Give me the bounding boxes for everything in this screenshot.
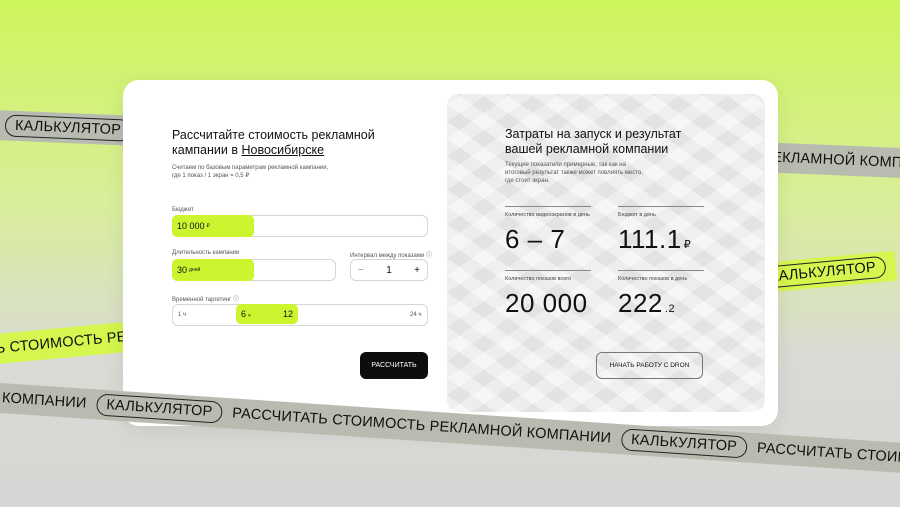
ribbon-pill: КАЛЬКУЛЯТОР [620,428,748,459]
results-panel: Затраты на запуск и результат вашей рекл… [447,94,765,412]
unit: дней [189,267,201,273]
title-text: Рассчитайте стоимость рекламной кампании… [172,128,375,157]
stat-label: Бюджет в день [618,212,657,218]
value: 1 [386,264,392,276]
slider-start: 1 ч [178,312,187,318]
stat-label: Количество показов всего [505,276,572,282]
form-title: Рассчитайте стоимость рекламной кампании… [172,128,402,158]
slider-end: 24 ч [410,312,422,318]
ribbon-pill: КАЛЬКУЛЯТОР [4,114,132,142]
results-note: Текущие показатели примерные, так как на… [505,162,643,184]
budget-value: 10 000 ₽ [172,215,254,237]
value: 30 [177,265,188,275]
form-panel: Рассчитайте стоимость рекламной кампании… [150,108,447,398]
calculate-button[interactable]: РАССЧИТАТЬ [360,352,428,379]
subtitle: Считаем по базовым параметрам рекламной … [172,165,329,179]
value: 6 – 7 [505,224,566,254]
stat-rule [618,270,704,271]
text: Временной таргетинг [172,297,232,303]
stat-rule [505,270,591,271]
stat-value: 222.2 [618,288,704,319]
ribbon-text: РАССЧИТАТЬ СТОИМОСТЬ РЕКЛАМНОЙ КОМПАНИИ [756,440,900,481]
stat-label: Количество видеоэкранов в день [505,212,590,218]
stat: Количество видеоэкранов в день 6 – 7 [505,206,591,255]
stat-rule [505,206,591,207]
ribbon-pill: КАЛЬКУЛЯТОР [95,393,224,424]
stat: Количество показов всего 20 000 [505,270,591,319]
results-title: Затраты на запуск и результат вашей рекл… [505,127,682,156]
stat-value: 6 – 7 [505,224,591,255]
value: 20 000 [505,288,588,318]
interval-label: Интервал между показами ⓘ [350,253,433,259]
timing-label: Временной таргетинг ⓘ [172,297,239,303]
unit: .2 [664,303,676,315]
value: 10 000 [177,221,205,231]
field-label: Длительность кампании [172,250,240,256]
unit: ₽ [206,223,210,229]
calculator-card: Рассчитайте стоимость рекламной кампании… [123,80,778,426]
slider-range[interactable]: 6 ч 12 [236,304,298,324]
stat: Количество показов в день 222.2 [618,270,704,319]
ribbon-pill: КАЛЬКУЛЯТОР [759,255,887,290]
unit: ₽ [683,239,692,251]
interval-input: − 1 + [350,259,428,281]
city-link[interactable]: Новосибирске [241,143,325,157]
stat: Бюджет в день 111.1 ₽ [618,206,704,255]
value: 111.1 [618,224,682,254]
stat-rule [618,206,704,207]
ribbon-text: РЕКЛАМНОЙ КОМПАНИИ [0,384,88,412]
value: 6 [241,309,247,319]
ribbon-text: РЕКЛАМНОЙ КОМПАНИИ [762,149,900,173]
stat-label: Количество показов в день [618,276,688,282]
duration-value: 30 дней [172,259,254,281]
minus-button[interactable]: − [358,264,364,276]
start-button[interactable]: НАЧАТЬ РАБОТУ С DRON [596,352,703,379]
stat-value: 20 000 [505,288,591,319]
unit: ч [248,313,251,319]
stat-value: 111.1 ₽ [618,224,704,255]
value: 222 [618,288,663,318]
plus-button[interactable]: + [414,264,420,276]
timing-slider[interactable] [172,304,428,326]
text: Интервал между показами [350,253,425,259]
field-label: Бюджет [172,207,194,213]
to: 12 [282,309,293,319]
